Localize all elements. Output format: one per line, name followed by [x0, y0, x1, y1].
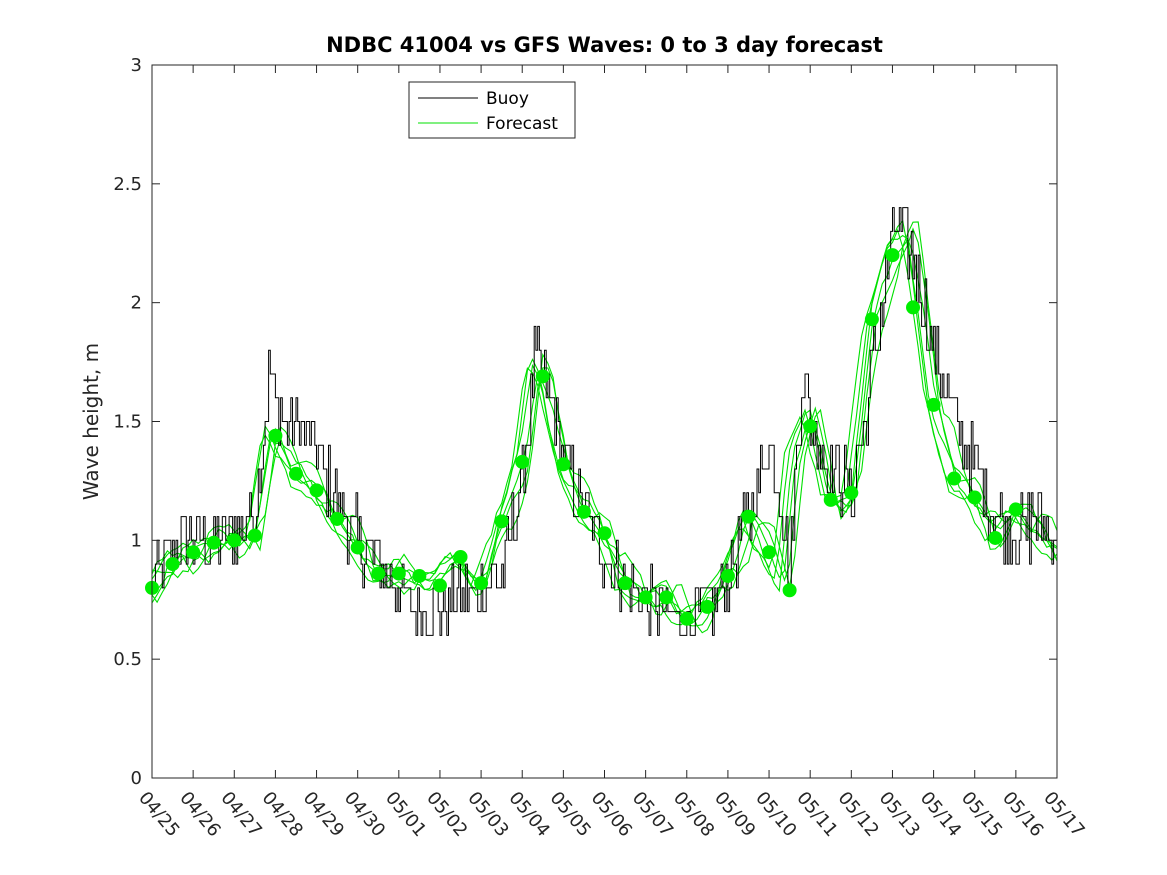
- forecast-markers: [145, 248, 1023, 626]
- forecast-marker: [227, 533, 242, 548]
- forecast-marker: [1008, 502, 1023, 517]
- forecast-marker: [412, 568, 427, 583]
- forecast-marker: [885, 248, 900, 263]
- y-axis-label: Wave height, m: [79, 343, 103, 500]
- y-tick-label: 1: [131, 530, 142, 551]
- forecast-marker: [618, 576, 633, 591]
- forecast-marker: [906, 300, 921, 315]
- forecast-marker: [186, 545, 201, 560]
- legend: Buoy Forecast: [408, 81, 576, 139]
- forecast-marker: [474, 576, 489, 591]
- y-axis: 0 0.5 1 1.5 2 2.5 3: [113, 55, 1057, 789]
- forecast-marker: [803, 419, 818, 434]
- forecast-marker: [844, 485, 859, 500]
- forecast-marker: [535, 369, 550, 384]
- forecast-marker: [371, 566, 386, 581]
- forecast-marker: [247, 528, 262, 543]
- forecast-marker: [947, 471, 962, 486]
- forecast-marker: [762, 545, 777, 560]
- forecast-marker: [864, 312, 879, 327]
- legend-box: [408, 81, 576, 139]
- forecast-marker: [988, 530, 1003, 545]
- forecast-marker: [823, 492, 838, 507]
- legend-label-forecast: Forecast: [486, 114, 558, 134]
- forecast-marker: [679, 611, 694, 626]
- forecast-marker: [453, 549, 468, 564]
- forecast-marker: [926, 397, 941, 412]
- buoy-line: [152, 207, 1058, 636]
- forecast-marker: [330, 511, 345, 526]
- legend-label-buoy: Buoy: [486, 89, 529, 109]
- forecast-marker: [741, 509, 756, 524]
- forecast-marker: [165, 557, 180, 572]
- y-tick-label: 1.5: [113, 412, 142, 433]
- chart-title: NDBC 41004 vs GFS Waves: 0 to 3 day fore…: [326, 33, 883, 57]
- y-tick-label: 3: [131, 55, 142, 76]
- forecast-marker: [206, 535, 221, 550]
- y-tick-label: 2: [131, 293, 142, 314]
- forecast-marker: [576, 504, 591, 519]
- forecast-marker: [494, 514, 509, 529]
- forecast-marker: [432, 578, 447, 593]
- forecast-marker: [556, 457, 571, 472]
- y-tick-label: 2.5: [113, 174, 142, 195]
- forecast-marker: [288, 466, 303, 481]
- forecast-marker: [720, 568, 735, 583]
- forecast-marker: [782, 583, 797, 598]
- forecast-marker: [515, 454, 530, 469]
- forecast-marker: [967, 490, 982, 505]
- forecast-marker: [638, 590, 653, 605]
- y-tick-label: 0.5: [113, 649, 142, 670]
- y-tick-label: 0: [131, 768, 142, 789]
- buoy-series: [152, 207, 1058, 636]
- forecast-marker: [391, 566, 406, 581]
- forecast-marker: [350, 540, 365, 555]
- forecast-marker: [597, 526, 612, 541]
- forecast-marker: [268, 428, 283, 443]
- forecast-marker: [659, 590, 674, 605]
- forecast-marker: [309, 483, 324, 498]
- forecast-marker: [700, 599, 715, 614]
